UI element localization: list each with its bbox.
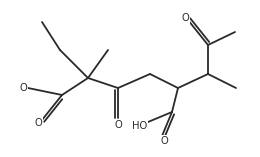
Text: O: O (181, 13, 189, 23)
Text: O: O (19, 83, 27, 93)
Text: HO: HO (132, 121, 148, 131)
Text: O: O (160, 136, 168, 146)
Text: O: O (34, 118, 42, 128)
Text: O: O (114, 120, 122, 130)
